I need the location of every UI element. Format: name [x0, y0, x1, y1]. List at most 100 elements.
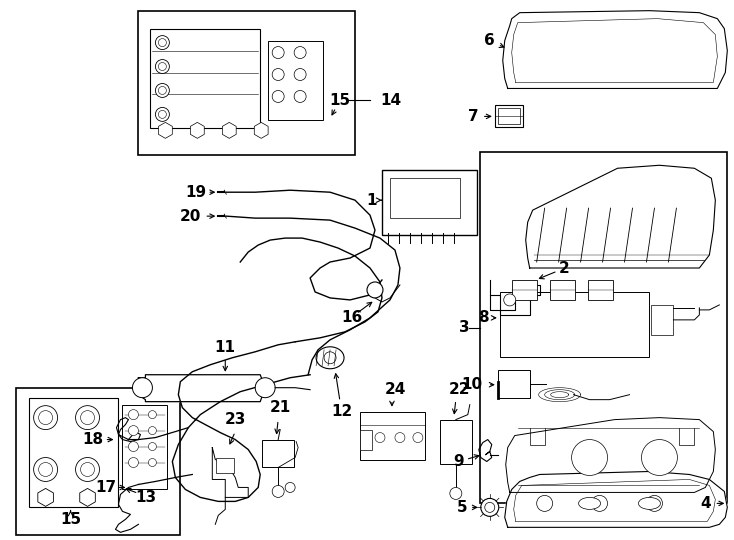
Circle shape: [148, 410, 156, 418]
Polygon shape: [254, 123, 268, 138]
Circle shape: [132, 377, 153, 397]
Circle shape: [156, 59, 170, 73]
Circle shape: [156, 84, 170, 97]
Circle shape: [504, 294, 516, 306]
Circle shape: [484, 502, 495, 512]
Circle shape: [272, 46, 284, 58]
Bar: [550, 280, 575, 300]
Bar: [498, 370, 530, 397]
Circle shape: [159, 38, 167, 46]
Polygon shape: [38, 489, 54, 507]
Text: 4: 4: [700, 496, 711, 511]
Circle shape: [148, 443, 156, 450]
Bar: [360, 411, 425, 460]
Polygon shape: [526, 165, 716, 268]
Circle shape: [156, 107, 170, 122]
Circle shape: [367, 282, 383, 298]
Bar: [217, 457, 234, 474]
Circle shape: [272, 485, 284, 497]
Text: 11: 11: [215, 340, 236, 355]
Polygon shape: [506, 417, 716, 492]
Text: 1: 1: [367, 193, 377, 208]
Text: 19: 19: [186, 185, 207, 200]
Circle shape: [76, 406, 100, 430]
Circle shape: [128, 457, 139, 468]
Circle shape: [294, 91, 306, 103]
Bar: [512, 280, 537, 300]
Text: 17: 17: [95, 480, 116, 495]
Polygon shape: [490, 280, 539, 315]
Circle shape: [294, 69, 306, 80]
Polygon shape: [139, 375, 265, 402]
Text: 15: 15: [330, 93, 351, 108]
Text: 16: 16: [341, 310, 363, 326]
Circle shape: [413, 433, 423, 443]
Circle shape: [255, 377, 275, 397]
Ellipse shape: [639, 497, 661, 509]
Circle shape: [537, 495, 553, 511]
Circle shape: [285, 482, 295, 492]
Text: 18: 18: [82, 432, 103, 447]
Text: 3: 3: [459, 320, 469, 335]
Text: 14: 14: [380, 93, 401, 108]
Circle shape: [39, 462, 53, 476]
Polygon shape: [159, 123, 172, 138]
Circle shape: [450, 488, 462, 500]
Circle shape: [128, 426, 139, 436]
Circle shape: [159, 110, 167, 118]
Polygon shape: [190, 123, 204, 138]
Circle shape: [81, 410, 95, 424]
Polygon shape: [503, 11, 727, 89]
Ellipse shape: [316, 347, 344, 369]
Circle shape: [128, 410, 139, 420]
Bar: [139, 11, 355, 156]
Circle shape: [34, 406, 57, 430]
Circle shape: [647, 495, 663, 511]
Circle shape: [156, 36, 170, 50]
Bar: [123, 404, 167, 489]
Circle shape: [81, 462, 95, 476]
Text: 24: 24: [385, 382, 406, 397]
Circle shape: [395, 433, 405, 443]
Ellipse shape: [578, 497, 600, 509]
Bar: [360, 430, 372, 449]
Text: 2: 2: [559, 260, 569, 275]
Circle shape: [375, 433, 385, 443]
Text: 10: 10: [461, 377, 482, 392]
Circle shape: [294, 46, 306, 58]
Circle shape: [272, 91, 284, 103]
Circle shape: [148, 427, 156, 435]
Bar: [498, 109, 520, 124]
Circle shape: [76, 457, 100, 482]
Circle shape: [34, 457, 57, 482]
Circle shape: [481, 498, 498, 516]
Polygon shape: [505, 471, 727, 528]
Bar: [262, 440, 294, 468]
Bar: [495, 105, 523, 127]
Circle shape: [39, 410, 53, 424]
Text: 15: 15: [60, 512, 81, 527]
Bar: [652, 305, 673, 335]
Bar: [382, 170, 477, 235]
Polygon shape: [222, 123, 236, 138]
Text: 5: 5: [457, 500, 467, 515]
Circle shape: [148, 458, 156, 467]
Text: 6: 6: [484, 33, 495, 48]
Text: 22: 22: [449, 382, 470, 397]
Text: 13: 13: [135, 490, 156, 505]
Circle shape: [159, 86, 167, 94]
Polygon shape: [212, 448, 248, 497]
Circle shape: [324, 352, 336, 364]
Circle shape: [592, 495, 608, 511]
Text: 8: 8: [479, 310, 489, 326]
Circle shape: [272, 69, 284, 80]
Bar: [588, 280, 613, 300]
Bar: [150, 29, 260, 129]
Text: 12: 12: [332, 404, 352, 419]
Circle shape: [159, 63, 167, 71]
Bar: [29, 397, 118, 508]
Bar: [15, 388, 181, 535]
Circle shape: [572, 440, 608, 476]
Bar: [390, 178, 459, 218]
Bar: [440, 420, 472, 464]
